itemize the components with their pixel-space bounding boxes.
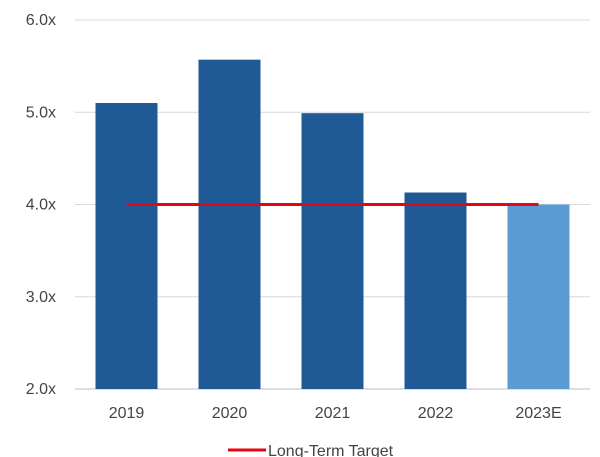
x-tick-label: 2021 (315, 405, 351, 422)
bars (95, 59, 570, 390)
x-tick-label: 2023E (515, 405, 561, 422)
x-axis: 2019 2020 2021 2022 2023E (109, 405, 562, 422)
bar-2019 (95, 103, 158, 390)
y-tick-label: 4.0x (26, 197, 56, 214)
x-tick-label: 2019 (109, 405, 145, 422)
bar-2023e (507, 204, 570, 389)
y-tick-label: 6.0x (26, 12, 56, 29)
bar-2021 (301, 113, 364, 390)
bar-2022 (404, 192, 467, 389)
x-tick-label: 2020 (212, 405, 248, 422)
legend-label-long-term-target: Long-Term Target (268, 443, 394, 457)
bar-2020 (198, 59, 261, 389)
legend: Long-Term Target (228, 443, 394, 457)
x-tick-label: 2022 (418, 405, 454, 422)
y-axis: 2.0x 3.0x 4.0x 5.0x 6.0x (26, 12, 56, 398)
y-tick-label: 2.0x (26, 381, 56, 398)
y-tick-label: 5.0x (26, 104, 56, 121)
y-tick-label: 3.0x (26, 289, 56, 306)
